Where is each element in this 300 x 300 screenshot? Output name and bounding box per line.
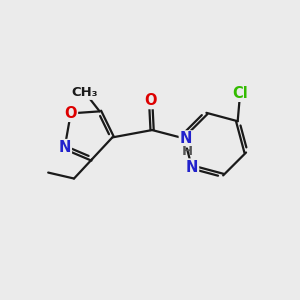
Text: N: N — [180, 131, 192, 146]
Text: Cl: Cl — [232, 86, 248, 101]
Text: CH₃: CH₃ — [71, 86, 98, 99]
Text: H: H — [182, 145, 193, 158]
Text: O: O — [144, 93, 157, 108]
Text: N: N — [186, 160, 198, 175]
Text: O: O — [64, 106, 77, 121]
Text: N: N — [58, 140, 71, 155]
